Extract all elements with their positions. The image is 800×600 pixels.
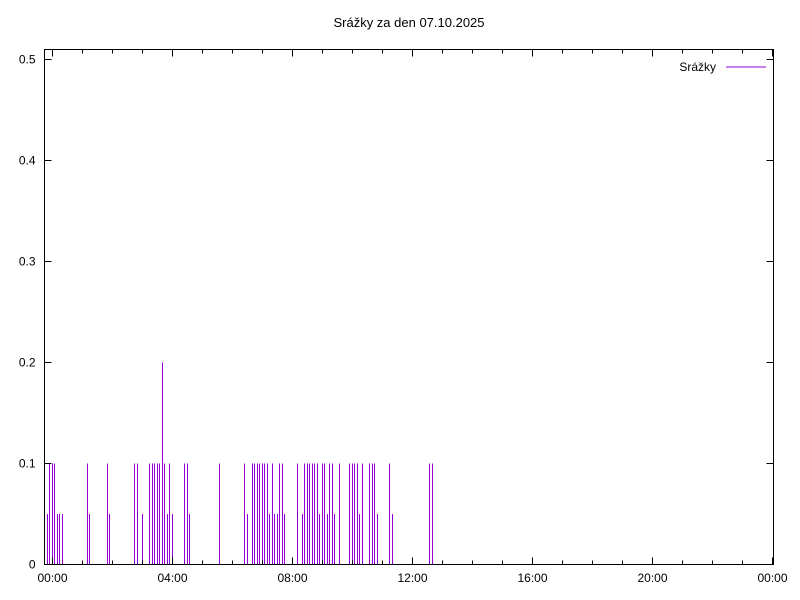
chart-title: Srážky za den 07.10.2025 <box>333 15 484 30</box>
y-tick-label: 0.1 <box>19 457 36 471</box>
y-tick-label: 0.3 <box>19 255 36 269</box>
impulse-series <box>47 362 433 565</box>
legend-label: Srážky <box>679 60 716 74</box>
plot-border <box>44 49 774 565</box>
x-tick-label: 16:00 <box>517 571 547 585</box>
y-tick-label: 0 <box>29 558 36 572</box>
axis-ticks <box>44 49 774 565</box>
y-tick-label: 0.5 <box>19 53 36 67</box>
x-tick-label: 00:00 <box>757 571 787 585</box>
x-tick-label: 12:00 <box>397 571 427 585</box>
y-tick-label: 0.2 <box>19 356 36 370</box>
axis-tick-labels: 00:00 04:00 08:00 12:00 16:00 20:00 00:0000.10… <box>19 53 788 586</box>
x-tick-label: 00:00 <box>37 571 67 585</box>
y-tick-label: 0.4 <box>19 154 36 168</box>
x-tick-label: 20:00 <box>637 571 667 585</box>
x-tick-label: 04:00 <box>157 571 187 585</box>
x-tick-label: 08:00 <box>277 571 307 585</box>
